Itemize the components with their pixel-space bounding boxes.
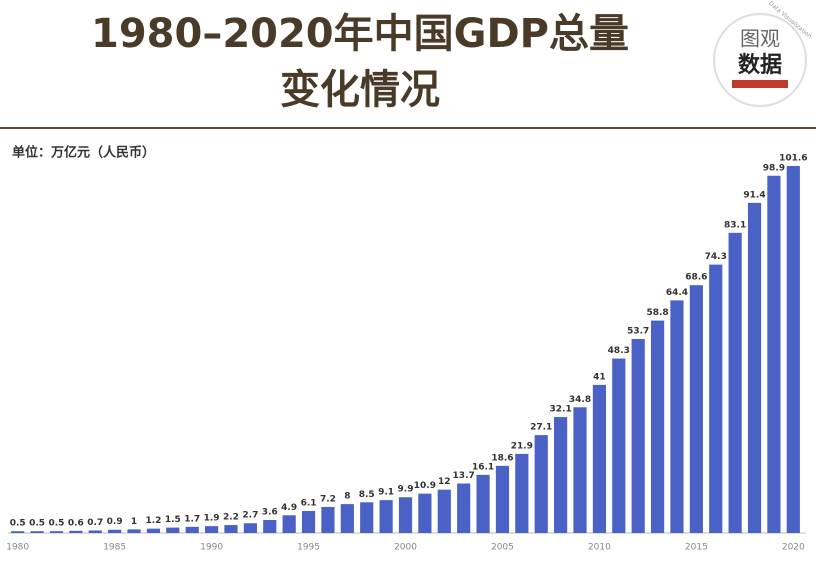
logo-band <box>732 80 788 88</box>
x-tick-label: 1995 <box>297 543 320 553</box>
value-label: 0.5 <box>29 519 45 529</box>
bar <box>437 489 451 533</box>
value-label: 1.7 <box>184 514 200 524</box>
bar <box>573 407 587 533</box>
value-label: 27.1 <box>530 423 552 433</box>
value-label: 0.7 <box>87 518 103 528</box>
bar <box>185 526 199 533</box>
value-label: 0.6 <box>68 518 84 528</box>
value-label: 1.2 <box>145 516 161 526</box>
value-label: 8 <box>344 492 350 502</box>
bar <box>612 358 626 533</box>
value-label: 12 <box>438 477 451 487</box>
bar <box>224 525 238 533</box>
value-label: 0.9 <box>107 517 123 527</box>
bar <box>205 526 219 533</box>
bar <box>554 417 568 533</box>
x-tick-label: 2020 <box>782 543 805 553</box>
bar <box>786 166 800 533</box>
bar <box>767 175 781 533</box>
logo-text: 数据 <box>738 52 782 78</box>
value-label: 91.4 <box>743 190 765 200</box>
bar <box>282 515 296 533</box>
bar <box>747 202 762 533</box>
value-label: 1 <box>131 517 137 527</box>
bar <box>457 483 471 533</box>
bar <box>69 530 83 533</box>
value-label: 2.2 <box>223 513 239 523</box>
bar <box>108 529 122 533</box>
value-label: 74.3 <box>705 252 727 262</box>
value-label: 98.9 <box>763 163 785 173</box>
bar <box>243 523 257 533</box>
bar <box>30 531 44 533</box>
x-tick-label: 1985 <box>103 543 126 553</box>
bar <box>146 528 161 533</box>
value-label: 41 <box>593 372 606 382</box>
logo: 图观 数据 Data Visualization <box>713 0 813 107</box>
value-label: 83.1 <box>724 220 746 230</box>
value-label: 16.1 <box>472 462 494 472</box>
value-label: 10.9 <box>414 481 436 491</box>
unit-label: 单位：万亿元（人民币） <box>12 145 155 161</box>
bar <box>495 465 510 533</box>
value-label: 34.8 <box>569 395 591 405</box>
x-tick-label: 1980 <box>6 543 29 553</box>
bar <box>301 510 316 533</box>
bar <box>379 500 393 533</box>
value-label: 4.9 <box>281 503 297 513</box>
bar <box>670 300 684 533</box>
value-label: 64.4 <box>666 288 688 298</box>
bar <box>340 504 354 533</box>
value-label: 1.5 <box>165 515 181 525</box>
bar <box>592 384 606 533</box>
value-label: 32.1 <box>550 405 572 415</box>
value-label: 8.5 <box>359 490 375 500</box>
value-label: 48.3 <box>608 346 630 356</box>
value-label: 9.1 <box>378 488 394 498</box>
x-tick-label: 2015 <box>685 543 708 553</box>
bar <box>166 527 180 533</box>
value-label: 101.6 <box>779 154 807 164</box>
chart-title: 1980–2020年中国GDP总量 <box>91 11 629 57</box>
bar <box>263 519 277 533</box>
value-label: 3.6 <box>262 507 278 517</box>
bar <box>650 320 665 533</box>
value-label: 6.1 <box>301 498 317 508</box>
value-label: 9.9 <box>398 485 414 495</box>
bar <box>11 531 25 533</box>
x-tick-label: 2010 <box>588 543 611 553</box>
bar <box>88 530 102 533</box>
chart-title: 变化情况 <box>280 67 440 113</box>
value-label: 0.5 <box>10 519 26 529</box>
value-label: 53.7 <box>627 327 649 337</box>
logo-text: 图观 <box>740 27 780 51</box>
value-label: 2.7 <box>242 511 258 521</box>
bar <box>515 453 529 533</box>
x-tick-label: 2005 <box>491 543 514 553</box>
bar <box>360 502 374 533</box>
bar <box>49 531 64 533</box>
bar <box>321 506 335 533</box>
bar <box>631 339 645 533</box>
bar <box>534 435 548 533</box>
value-label: 13.7 <box>453 471 475 481</box>
bar <box>398 497 413 533</box>
value-label: 18.6 <box>491 453 513 463</box>
x-tick-label: 2000 <box>394 543 417 553</box>
x-tick-label: 1990 <box>200 543 223 553</box>
value-label: 1.9 <box>204 514 220 524</box>
bar <box>476 474 490 533</box>
bar <box>418 493 432 533</box>
bar <box>709 264 723 533</box>
bar <box>689 285 703 533</box>
value-label: 21.9 <box>511 441 533 451</box>
value-label: 7.2 <box>320 494 336 504</box>
bar <box>728 232 742 533</box>
value-label: 0.5 <box>48 519 64 529</box>
bar <box>127 529 141 533</box>
value-label: 58.8 <box>646 308 668 318</box>
value-label: 68.6 <box>685 273 707 283</box>
